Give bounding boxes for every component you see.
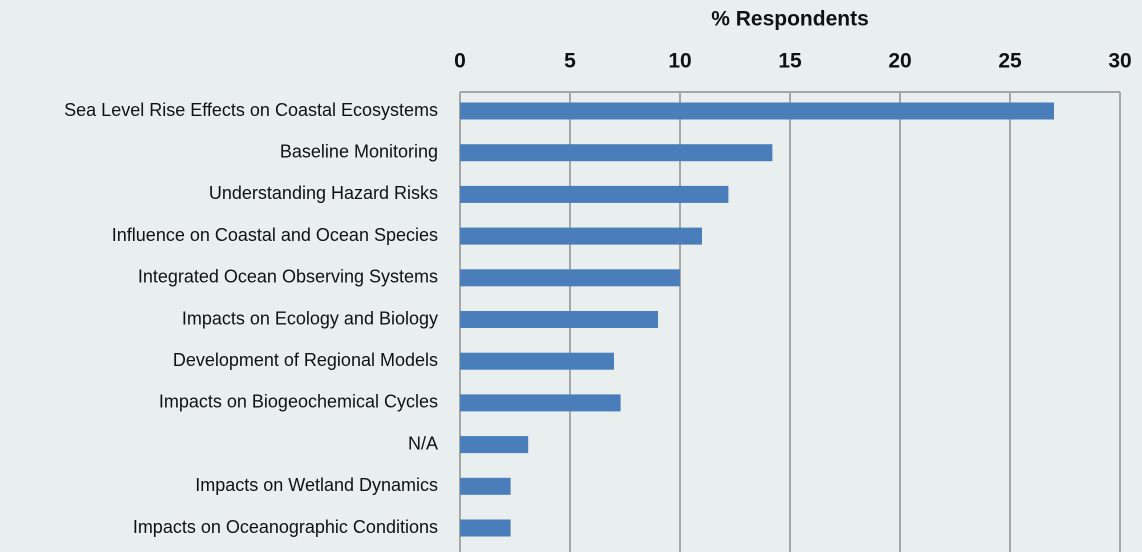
x-tick-label: 10 <box>668 50 691 73</box>
bar <box>460 311 658 328</box>
x-tick-label: 0 <box>454 50 466 73</box>
y-tick-label: Impacts on Wetland Dynamics <box>195 475 438 495</box>
bar <box>460 185 729 203</box>
bar <box>460 352 614 370</box>
x-tick-label: 20 <box>888 50 911 73</box>
x-tick-label: 30 <box>1108 50 1131 73</box>
bar <box>460 227 702 245</box>
bar <box>460 394 621 412</box>
bar <box>460 477 511 495</box>
y-tick-label: Impacts on Oceanographic Conditions <box>133 517 438 537</box>
bar <box>460 519 511 537</box>
bar <box>460 436 529 454</box>
axis-title: % Respondents <box>711 8 869 31</box>
x-tick-label: 15 <box>778 50 802 73</box>
y-tick-label: Integrated Ocean Observing Systems <box>138 267 438 287</box>
y-tick-label: Sea Level Rise Effects on Coastal Ecosys… <box>64 100 438 120</box>
y-tick-label: Understanding Hazard Risks <box>209 183 438 203</box>
x-tick-label: 25 <box>998 50 1022 73</box>
y-tick-label: Impacts on Biogeochemical Cycles <box>159 392 438 412</box>
y-tick-label: Baseline Monitoring <box>280 141 438 161</box>
y-tick-label: Impacts on Ecology and Biology <box>182 308 438 328</box>
bar <box>460 102 1054 120</box>
y-tick-label: Influence on Coastal and Ocean Species <box>112 225 438 245</box>
y-tick-label: N/A <box>408 433 438 453</box>
bar <box>460 144 773 162</box>
y-tick-label: Development of Regional Models <box>173 350 438 370</box>
bar <box>460 269 680 287</box>
x-tick-label: 5 <box>564 50 576 73</box>
